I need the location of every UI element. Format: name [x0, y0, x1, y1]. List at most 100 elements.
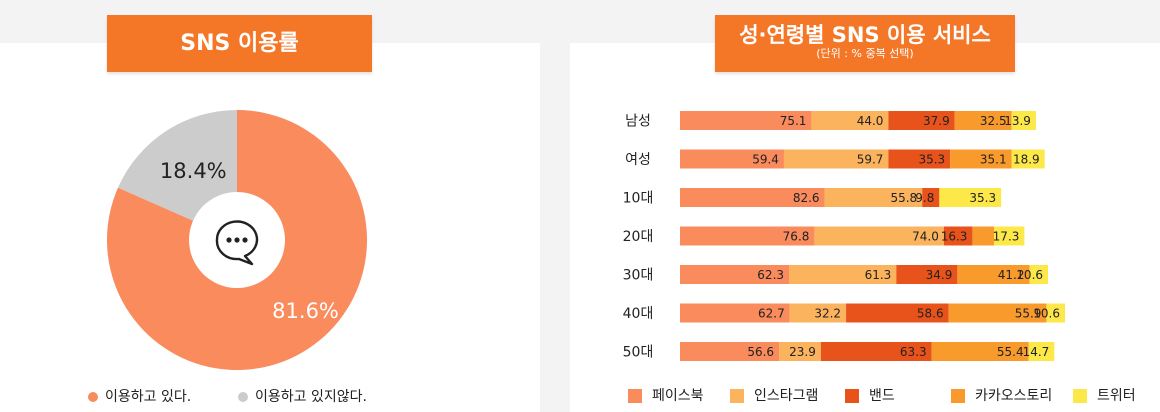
- bar-legend-swatch: [628, 389, 642, 403]
- bar-value-label: 37.9: [923, 114, 950, 128]
- legend-label-using: 이용하고 있다.: [105, 389, 192, 405]
- bar-value-label: 75.1: [780, 114, 807, 128]
- bar-segment: [896, 265, 958, 284]
- bar-value-label: 63.3: [900, 345, 927, 359]
- bar-segment: [1011, 149, 1045, 169]
- row-label: 10대: [623, 191, 654, 207]
- bar-segment: [814, 226, 944, 246]
- bar-segment: [820, 342, 932, 361]
- bar-legend-swatch: [730, 389, 744, 403]
- bar-segment: [680, 342, 780, 361]
- bar-segment: [931, 342, 1029, 361]
- sns-usage-title-banner: SNS 이용률: [107, 15, 372, 72]
- legend-label-not-using: 이용하고 있지않다.: [255, 389, 367, 405]
- legend-item-using: 이용하고 있다.: [88, 386, 191, 406]
- bar-segment: [922, 188, 940, 207]
- donut-slice-label: 81.6%: [272, 299, 339, 323]
- bar-segment: [811, 111, 889, 130]
- bar-value-label: 9.8: [915, 191, 934, 205]
- chat-bubble-icon: [215, 220, 259, 266]
- bar-value-label: 55.9: [1015, 307, 1042, 321]
- row-label: 40대: [623, 306, 654, 322]
- bar-value-label: 82.6: [793, 191, 820, 205]
- bar-value-label: 10.6: [1033, 307, 1060, 321]
- row-label: 여성: [625, 152, 651, 168]
- bar-segment: [888, 111, 955, 130]
- bar-segment: [789, 265, 897, 284]
- bar-segment: [680, 149, 784, 169]
- bar-value-label: 44.0: [857, 114, 884, 128]
- bar-segment: [824, 188, 923, 207]
- bar-value-label: 76.8: [783, 230, 810, 244]
- donut-chart: 81.6% 18.4%: [107, 110, 368, 370]
- donut-slice-label: 18.4%: [160, 159, 227, 183]
- bar-segment: [943, 226, 973, 246]
- bar-segment: [888, 149, 951, 169]
- bar-legend-item: 밴드: [845, 385, 895, 405]
- bar-segment: [680, 303, 790, 323]
- bar-legend-item: 카카오스토리: [951, 385, 1052, 405]
- bar-value-label: 32.5: [980, 114, 1007, 128]
- bar-segment: [1011, 111, 1036, 130]
- bar-value-label: 17.3: [993, 230, 1020, 244]
- bar-segment: [950, 149, 1012, 169]
- bar-legend-swatch: [1073, 389, 1087, 403]
- bar-value-label: 61.3: [865, 268, 892, 282]
- bar-legend-item: 트위터: [1073, 385, 1136, 405]
- bar-segment: [954, 111, 1012, 130]
- bar-legend-item: 페이스북: [628, 385, 704, 405]
- bar-legend-label: 인스타그램: [754, 388, 819, 404]
- bar-value-label: 35.3: [918, 153, 945, 167]
- bar-value-label: 16.3: [941, 230, 968, 244]
- bar-value-label: 55.8: [890, 191, 917, 205]
- service-usage-title: 성·연령별 SNS 이용 서비스: [739, 23, 991, 47]
- sns-usage-title: SNS 이용률: [180, 31, 299, 56]
- bar-segment: [939, 188, 1002, 207]
- service-usage-subtitle: (단위 : % 중복 선택): [816, 47, 914, 60]
- bar-value-label: 32.2: [814, 307, 841, 321]
- bar-segment: [1046, 303, 1065, 323]
- bar-value-label: 62.3: [757, 268, 784, 282]
- bar-value-label: 35.3: [969, 191, 996, 205]
- bar-value-label: 13.9: [1004, 114, 1031, 128]
- bar-value-label: 56.6: [747, 345, 774, 359]
- bar-legend-swatch: [951, 389, 965, 403]
- bar-value-label: 35.1: [980, 153, 1007, 167]
- row-label: 50대: [623, 345, 654, 361]
- bar-value-label: 10.6: [1016, 268, 1043, 282]
- bar-value-label: 18.9: [1013, 153, 1040, 167]
- bar-segment: [948, 303, 1047, 323]
- bar-legend-label: 카카오스토리: [975, 388, 1053, 404]
- bar-value-label: 58.6: [917, 307, 944, 321]
- legend-dot-not-using: [238, 392, 248, 402]
- bar-value-label: 34.9: [926, 268, 953, 282]
- bar-segment: [994, 226, 1025, 246]
- bar-value-label: 62.7: [758, 307, 785, 321]
- legend-dot-using: [88, 392, 98, 402]
- bar-value-label: 74.0: [912, 230, 939, 244]
- bar-segment: [779, 342, 821, 361]
- bar-legend-swatch: [845, 389, 859, 403]
- service-usage-title-banner: 성·연령별 SNS 이용 서비스 (단위 : % 중복 선택): [715, 15, 1015, 72]
- bar-value-label: 59.7: [857, 153, 884, 167]
- bar-segment: [680, 226, 815, 246]
- bar-value-label: 14.7: [1023, 345, 1050, 359]
- bar-segment: [783, 149, 889, 169]
- bar-segment: [680, 188, 825, 207]
- bar-segment: [972, 226, 995, 246]
- bar-legend-item: 인스타그램: [730, 385, 818, 405]
- bar-segment: [680, 265, 790, 284]
- bar-segment: [846, 303, 949, 323]
- bar-legend-label: 밴드: [869, 388, 895, 404]
- bar-value-label: 55.4: [997, 345, 1024, 359]
- bar-value-label: 59.4: [752, 153, 779, 167]
- row-label: 남성: [625, 114, 651, 130]
- legend-item-not-using: 이용하고 있지않다.: [238, 386, 367, 406]
- bar-value-label: 23.9: [789, 345, 816, 359]
- bar-segment: [680, 111, 812, 130]
- bar-segment: [789, 303, 847, 323]
- bar-segment: [1029, 265, 1049, 284]
- row-label: 20대: [623, 229, 654, 245]
- bar-legend-label: 트위터: [1097, 388, 1136, 404]
